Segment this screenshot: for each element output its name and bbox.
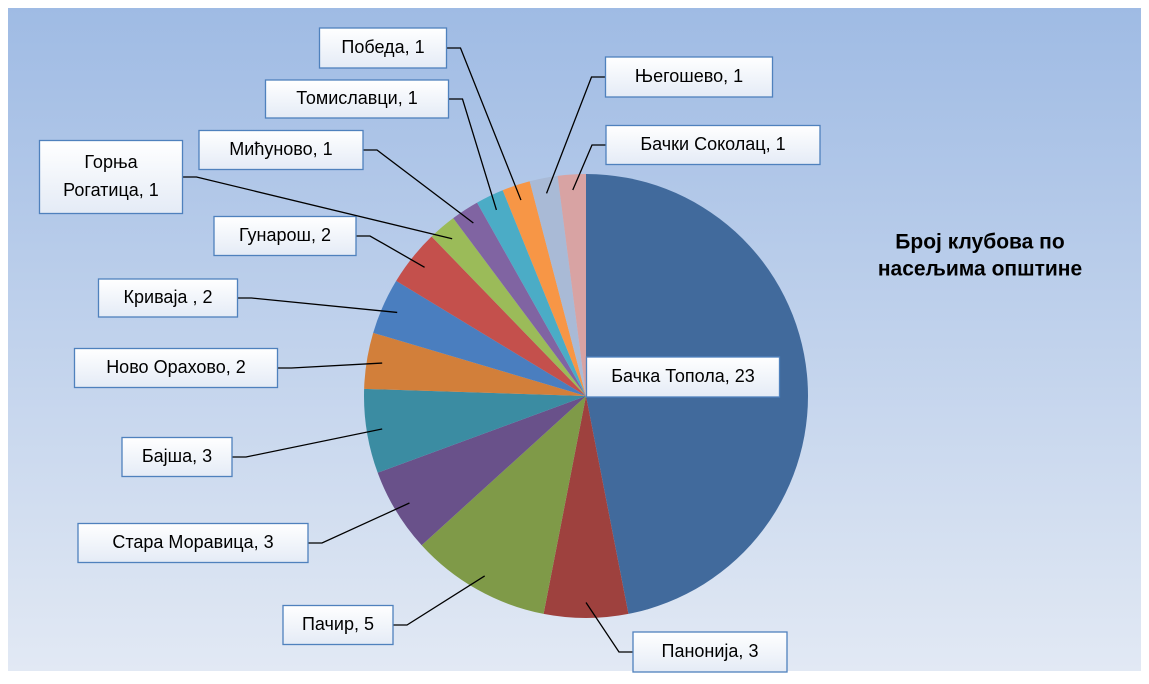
data-label: Томиславци, 1 [296,88,417,108]
label-box [198,129,364,171]
label-box [264,79,450,119]
label-box [38,139,184,215]
pie-slice [377,396,586,546]
leader-line [446,47,522,201]
leader-line [277,362,383,369]
leader-line [232,428,383,458]
leader-line [572,144,606,191]
pie-slice [477,190,586,396]
data-label: Мићуново, 1 [229,139,332,159]
leader-line [308,502,410,544]
pie-slice [396,236,586,396]
leader-line [356,235,425,268]
data-label: Криваја , 2 [124,287,213,307]
pie-slice [431,218,586,396]
leader-line [182,176,453,240]
data-label: Горња Рогатица, 1 [63,152,159,200]
leader-line [545,76,606,194]
data-label: Бајша, 3 [142,446,212,466]
label-box [318,27,448,69]
pie-slice [421,396,586,614]
leader-line [393,575,486,626]
label-box [585,356,781,398]
label-box [213,215,357,257]
label-box [282,604,394,646]
chart-title: Број клубова по насељима општине [878,230,1082,280]
pie-slice [364,388,586,473]
pie-slice [364,332,586,396]
data-label: Победа, 1 [341,37,424,57]
data-label: Панонија, 3 [662,641,759,661]
data-label: Бачки Соколац, 1 [640,134,785,154]
pie-slice [529,175,586,396]
leader-line [237,297,398,314]
leader-line [585,602,633,653]
data-label: Стара Моравица, 3 [112,532,273,552]
label-box [77,522,309,564]
pie-slice [373,280,586,396]
pie-slice [502,181,586,396]
data-label: Пачир, 5 [302,614,374,634]
pie-slice [543,396,629,618]
data-label: Његошево, 1 [635,66,743,86]
label-box [632,631,788,673]
data-label: Бачка Топола, 23 [611,366,755,386]
pie-slice [557,174,586,396]
leader-line [448,98,498,211]
data-label: Ново Орахово, 2 [106,357,246,377]
label-box [97,278,239,318]
pie-slice [453,202,586,396]
label-box [605,124,821,166]
label-box [604,56,774,98]
leader-line [363,149,474,224]
data-label: Гунарош, 2 [239,225,331,245]
label-box [121,436,233,478]
label-box [73,347,279,389]
